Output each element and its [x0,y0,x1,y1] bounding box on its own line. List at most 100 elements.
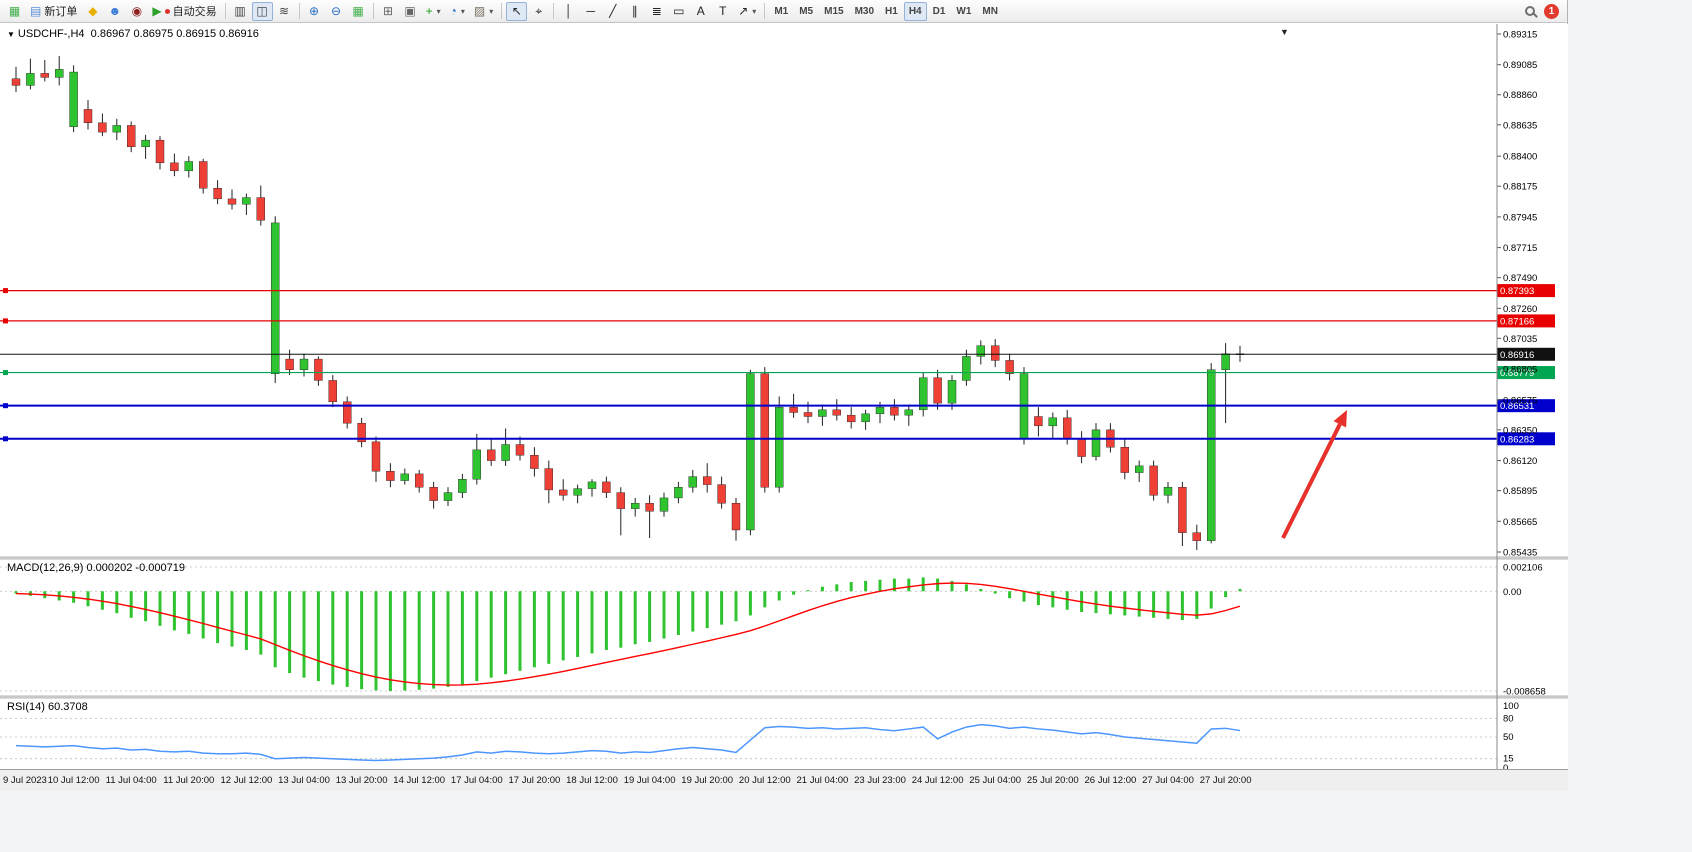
autotrading-button[interactable]: ▶ 自动交易 [148,2,220,21]
crosshair-icon: ⌖ [535,4,543,18]
templates-dropdown-icon[interactable]: ▾ [489,6,494,16]
svg-text:0.85665: 0.85665 [1503,517,1537,528]
tf-m30-button[interactable]: M30 [850,2,879,21]
templates-icon: ▨ [473,4,486,18]
hline-button[interactable]: ─ [580,2,601,21]
svg-text:0.89085: 0.89085 [1503,60,1537,71]
svg-text:0.86120: 0.86120 [1503,456,1537,467]
svg-text:-0.008658: -0.008658 [1503,687,1546,698]
symbol-header: ▼ USDCHF-,H4 0.86967 0.86975 0.86915 0.86… [7,28,259,40]
tf-m30-button-label: M30 [854,5,875,17]
channel-button[interactable]: ∥ [624,2,645,21]
svg-text:0.86916: 0.86916 [1500,350,1534,361]
label-button[interactable]: T [712,2,733,21]
time-axis-label: 14 Jul 12:00 [393,775,446,786]
level-handle[interactable] [3,436,8,442]
chart-candles-button[interactable]: ◫ [251,1,273,21]
templates-button[interactable]: ▨ ▾ [470,2,497,21]
arrows-button[interactable]: ↗ ▾ [734,2,760,21]
chart-canvas[interactable]: 0.87393 0.87166 0.86779 0.86531 0.86283 0.869… [0,24,1568,774]
time-axis-label: 24 Jul 12:00 [911,775,964,786]
svg-text:0.87393: 0.87393 [1500,286,1534,297]
svg-text:0.86805: 0.86805 [1503,365,1537,376]
tf-d1-button[interactable]: D1 [928,2,951,21]
community-button[interactable]: ◉ [126,2,147,21]
auto-arrange-button[interactable]: ⊞ [378,2,399,21]
tf-m1-button[interactable]: M1 [769,2,793,21]
chart-dropdown-marker[interactable]: ▼ [1280,27,1289,37]
time-axis[interactable]: 9 Jul 2023 10 Jul 12:00 11 Jul 04:00 11 Jul… [0,769,1568,791]
tf-mn-button[interactable]: MN [977,2,1003,21]
shapes-button[interactable]: ▭ [668,2,689,21]
tf-d1-button-label: D1 [932,5,946,17]
zoom-out-button[interactable]: ⊖ [326,2,347,21]
new-chart-icon: ▦ [8,4,21,18]
svg-text:0.87260: 0.87260 [1503,304,1537,315]
tf-m15-button[interactable]: M15 [819,2,848,21]
arrows-icon: ↗ [738,4,749,18]
zoom-out-icon: ⊖ [331,4,342,18]
trendline-icon: ╱ [609,4,617,18]
toolbar-separator [501,3,503,19]
chart-expander-icon[interactable]: ▼ [7,30,15,39]
new-chart-button[interactable]: ▦ [4,2,25,21]
autotrading-icon: ▶ [152,4,162,18]
fibonacci-button[interactable]: ≣ [646,2,667,21]
level-handle[interactable] [3,288,8,294]
support-icon: ☻ [108,4,122,18]
periods-dropdown-icon[interactable]: ▾ [460,6,465,16]
time-axis-label: 9 Jul 2023 [3,775,47,786]
cursor-icon: ↖ [511,4,522,18]
periods-button[interactable]: ◔ ▾ [446,2,469,21]
zoom-in-button[interactable]: ⊕ [304,2,325,21]
tf-h4-button[interactable]: H4 [903,1,927,21]
support-button[interactable]: ☻ [104,2,125,21]
new-order-button[interactable]: ▤ 新订单 [26,2,81,21]
new-order-button-label: 新订单 [44,6,78,18]
svg-text:0.86283: 0.86283 [1500,434,1534,445]
tf-m5-button[interactable]: M5 [794,2,818,21]
vline-button[interactable]: │ [558,2,579,21]
arrows-dropdown-icon[interactable]: ▾ [752,6,757,16]
new-order-icon: ▤ [30,4,42,18]
level-handle[interactable] [3,318,8,324]
trend-arrow-head [1333,410,1347,428]
svg-text:0.89315: 0.89315 [1503,30,1537,41]
level-handle[interactable] [3,403,8,409]
trend-arrow[interactable] [1281,423,1342,539]
chart-shift-button[interactable]: ▣ [400,2,421,21]
chart-line-button[interactable]: ≋ [274,2,295,21]
tf-h1-button[interactable]: H1 [880,2,903,21]
crosshair-button[interactable]: ⌖ [528,2,549,21]
svg-text:50: 50 [1503,732,1514,743]
text-button[interactable]: A [690,2,711,21]
tf-w1-button[interactable]: W1 [951,2,976,21]
time-axis-label: 20 Jul 12:00 [738,775,791,786]
toolbar-separator [553,3,555,19]
svg-text:0.86575: 0.86575 [1503,395,1537,406]
search-icon[interactable] [1525,6,1535,16]
svg-text:0: 0 [1503,763,1508,769]
metaeditor-button[interactable]: ◆ [82,2,103,21]
level-handle[interactable] [3,370,8,376]
time-axis-label: 25 Jul 20:00 [1026,775,1079,786]
tile-windows-button[interactable]: ▦ [348,2,369,21]
notification-badge[interactable]: 1 [1544,3,1559,19]
svg-text:0.86779: 0.86779 [1500,368,1534,379]
indicators-button[interactable]: + ▾ [422,2,445,21]
trendline-button[interactable]: ╱ [602,2,623,21]
svg-text:0.88175: 0.88175 [1503,182,1537,193]
indicators-dropdown-icon[interactable]: ▾ [436,6,441,16]
time-axis-label: 25 Jul 04:00 [969,775,1022,786]
time-axis-label: 27 Jul 20:00 [1199,775,1252,786]
tile-windows-icon: ▦ [352,4,364,18]
time-axis-label: 17 Jul 04:00 [450,775,503,786]
svg-text:0.86531: 0.86531 [1500,401,1534,412]
time-axis-label: 18 Jul 12:00 [566,775,618,786]
svg-text:0.87035: 0.87035 [1503,334,1537,345]
cursor-button[interactable]: ↖ [506,1,528,21]
time-axis-label: 12 Jul 12:00 [220,775,273,786]
svg-text:0.88635: 0.88635 [1503,120,1537,131]
chart-bars-button[interactable]: ▥ [230,2,251,21]
